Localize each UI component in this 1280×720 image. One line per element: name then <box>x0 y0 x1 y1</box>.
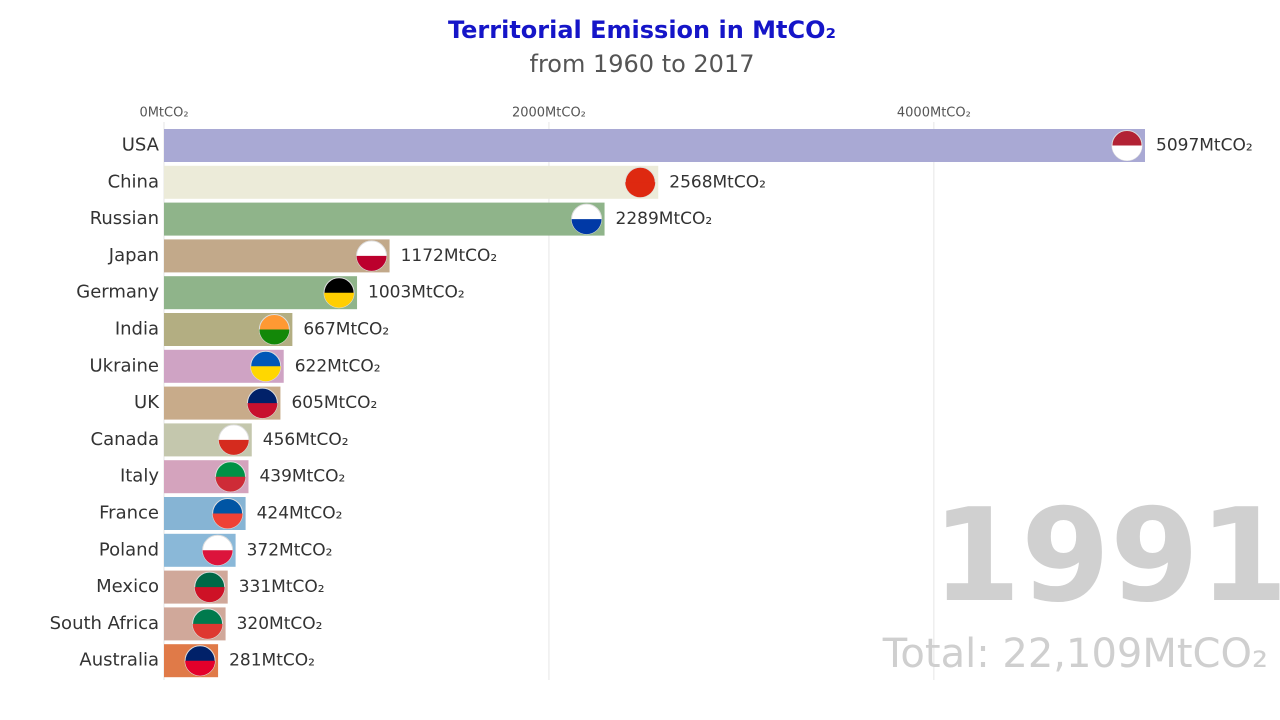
y-tick-label: UK <box>134 392 160 413</box>
y-tick-label: Italy <box>120 466 159 487</box>
flag-icon <box>185 660 216 676</box>
chart-title: Territorial Emission in MtCO₂ <box>448 16 836 44</box>
flag-icon <box>194 587 225 603</box>
bar <box>164 202 605 236</box>
x-tick-label: 2000MtCO₂ <box>512 106 586 121</box>
bar <box>164 165 659 199</box>
bar <box>164 129 1145 162</box>
value-label: 331MtCO₂ <box>239 577 325 597</box>
flag-icon <box>202 550 233 566</box>
value-label: 5097MtCO₂ <box>1156 136 1253 156</box>
y-tick-label: Australia <box>79 650 159 671</box>
value-label: 1003MtCO₂ <box>368 283 465 303</box>
chart-subtitle: from 1960 to 2017 <box>530 50 755 78</box>
value-label: 2568MtCO₂ <box>669 172 766 192</box>
y-tick-label: Germany <box>76 282 159 303</box>
y-tick-label: Russian <box>90 208 159 229</box>
y-tick-label: Japan <box>108 245 159 266</box>
plot: 0MtCO₂ 2000MtCO₂ 4000MtCO₂ USA 5097MtCO₂ Chin… <box>50 106 1253 680</box>
flag-icon <box>218 439 249 455</box>
value-label: 424MtCO₂ <box>257 504 343 524</box>
flag-icon <box>1112 145 1142 161</box>
y-tick-label: Mexico <box>96 576 159 597</box>
y-tick-label: Canada <box>91 429 160 450</box>
y-tick-label: China <box>108 171 159 192</box>
y-tick-label: India <box>115 319 159 340</box>
bar <box>164 239 390 273</box>
flag-icon <box>356 255 387 271</box>
value-label: 622MtCO₂ <box>295 356 381 376</box>
x-tick-label: 4000MtCO₂ <box>897 106 971 121</box>
y-tick-label: Ukraine <box>89 355 159 376</box>
y-tick-label: Poland <box>99 539 159 560</box>
value-label: 320MtCO₂ <box>237 614 323 634</box>
flag-icon <box>259 329 290 345</box>
flag-icon <box>215 476 246 492</box>
flag-icon <box>250 366 281 382</box>
flag-icon <box>192 623 223 639</box>
flag-icon <box>324 292 355 308</box>
value-label: 456MtCO₂ <box>263 430 349 450</box>
x-tick-label: 0MtCO₂ <box>139 106 188 121</box>
value-label: 2289MtCO₂ <box>616 209 713 229</box>
flag-icon <box>625 182 656 198</box>
value-label: 1172MtCO₂ <box>401 246 498 266</box>
value-label: 372MtCO₂ <box>247 540 333 560</box>
y-tick-label: France <box>99 503 159 524</box>
total-label: Total: 22,109MtCO₂ <box>882 631 1268 677</box>
y-tick-label: South Africa <box>50 613 159 634</box>
year-label: 1991 <box>932 482 1280 631</box>
flag-icon <box>247 403 278 419</box>
flag-icon <box>212 513 243 529</box>
value-label: 439MtCO₂ <box>259 467 345 487</box>
value-label: 667MtCO₂ <box>303 320 389 340</box>
flag-icon <box>571 219 602 235</box>
value-label: 605MtCO₂ <box>291 393 377 413</box>
y-tick-label: USA <box>122 135 160 156</box>
value-label: 281MtCO₂ <box>229 651 315 671</box>
